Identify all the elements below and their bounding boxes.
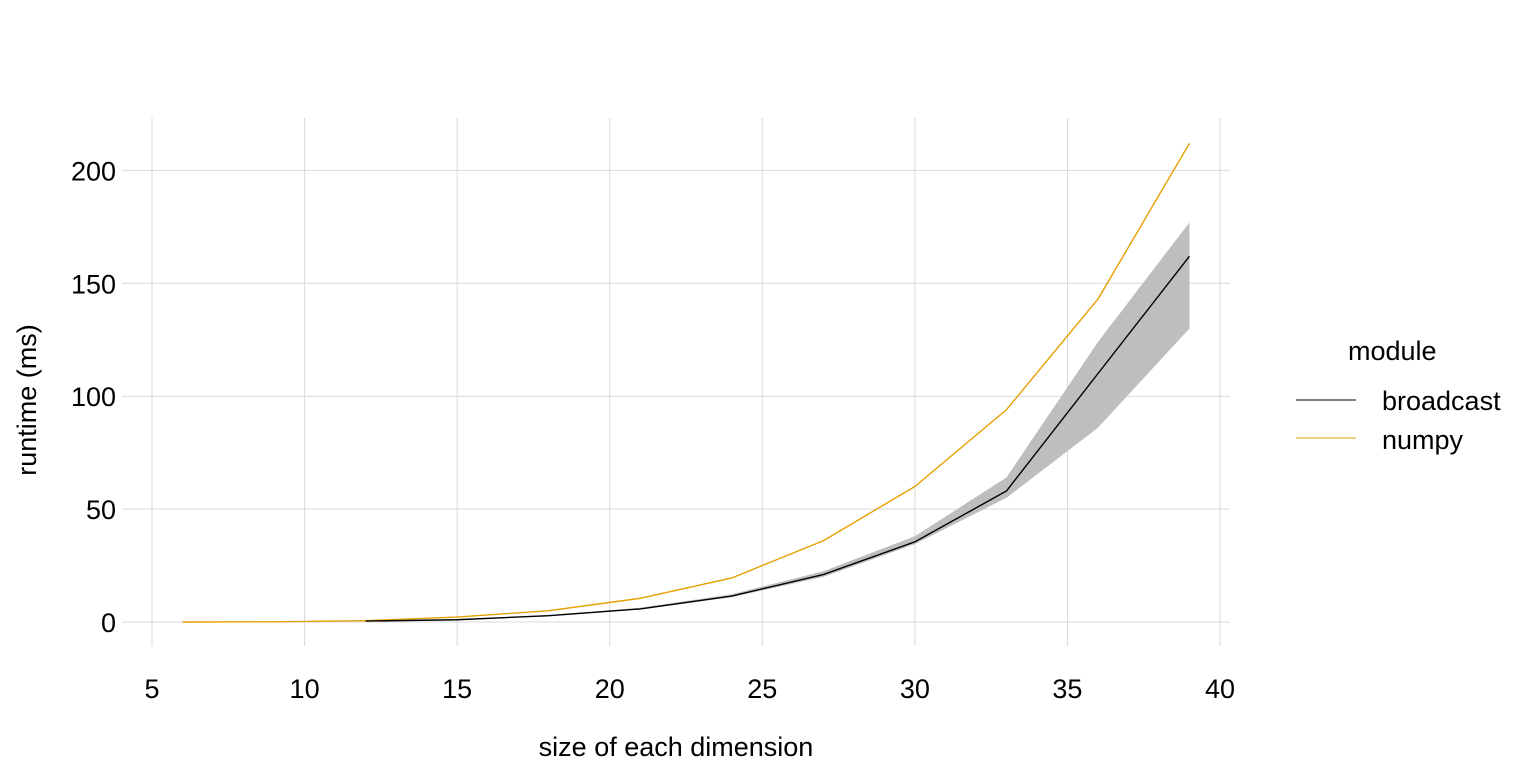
confidence-ribbons [365, 222, 1190, 622]
x-tick-label-35: 35 [1052, 674, 1082, 704]
legend-label-numpy: numpy [1382, 425, 1464, 455]
y-axis-title: runtime (ms) [12, 324, 42, 476]
ribbon-broadcast [365, 222, 1190, 622]
legend-title: module [1348, 336, 1437, 366]
x-tick-label-5: 5 [144, 674, 159, 704]
grid-lines [122, 118, 1230, 646]
y-tick-label-100: 100 [71, 382, 116, 412]
y-tick-label-150: 150 [71, 269, 116, 299]
axis-tick-labels: 5 10 15 20 25 30 35 40 0 50 100 150 200 [71, 156, 1235, 704]
series-lines [182, 142, 1191, 623]
y-tick-label-0: 0 [101, 608, 116, 638]
x-tick-label-25: 25 [747, 674, 777, 704]
y-tick-label-200: 200 [71, 156, 116, 186]
legend-label-broadcast: broadcast [1382, 386, 1501, 416]
x-tick-label-30: 30 [900, 674, 930, 704]
x-axis-title: size of each dimension [539, 732, 814, 762]
series-line-numpy [182, 142, 1191, 623]
x-tick-label-40: 40 [1205, 674, 1235, 704]
x-tick-label-10: 10 [290, 674, 320, 704]
series-line-broadcast [365, 255, 1191, 622]
legend: module broadcast numpy [1296, 336, 1501, 455]
x-tick-label-20: 20 [595, 674, 625, 704]
y-tick-label-50: 50 [86, 495, 116, 525]
x-tick-label-15: 15 [442, 674, 472, 704]
